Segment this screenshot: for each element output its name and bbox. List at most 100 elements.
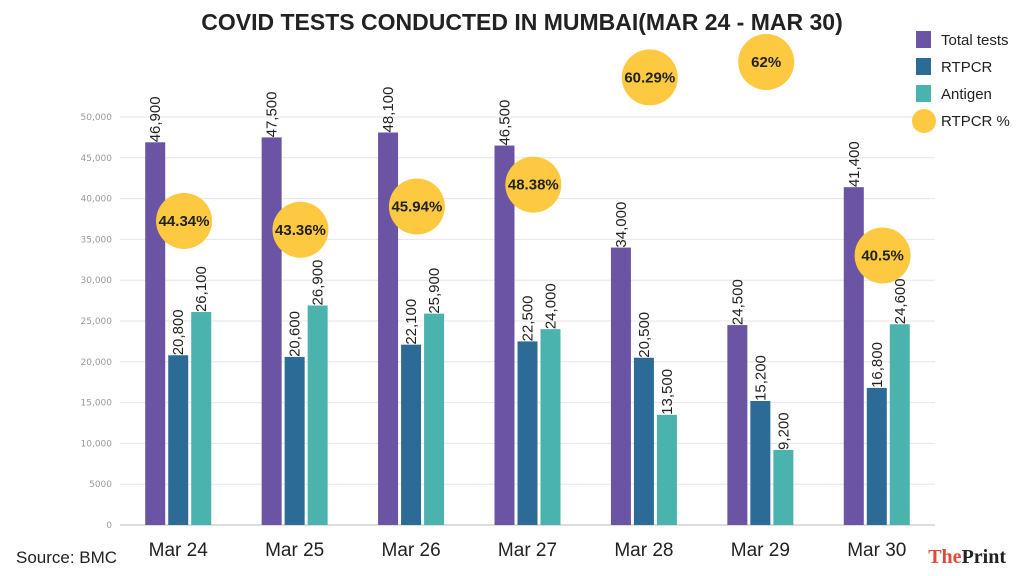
rtpcr-percent-bubble: 40.5% <box>854 227 911 284</box>
bar-rtpcr <box>284 356 305 525</box>
rtpcr-percent-circle <box>738 34 795 90</box>
rtpcr-percent-circle <box>156 192 213 249</box>
rtpcr-percent-label: 48.38% <box>508 177 559 194</box>
y-tick-label: 5000 <box>89 480 112 490</box>
x-tick-label: Mar 29 <box>731 540 790 561</box>
legend-swatch <box>916 31 931 48</box>
rtpcr-percent-label: 62% <box>751 54 781 71</box>
bar-antigen <box>889 324 910 525</box>
bar-rtpcr <box>866 387 887 525</box>
legend-item: RTPCR <box>916 58 993 76</box>
rtpcr-percent-circle <box>272 201 329 258</box>
rtpcr-percent-circle <box>621 49 678 106</box>
rtpcr-percent-bubble: 62% <box>738 34 795 90</box>
y-tick-label: 20,000 <box>81 358 113 368</box>
bar-antigen <box>191 312 212 525</box>
bar-total-tests <box>145 142 166 525</box>
value-label: 24,000 <box>543 283 560 329</box>
y-tick-label: 10,000 <box>81 439 113 449</box>
value-label: 22,100 <box>403 299 420 345</box>
bar-rtpcr <box>750 400 771 525</box>
rtpcr-percent-bubble: 44.34% <box>156 192 213 249</box>
value-label: 48,100 <box>380 87 397 133</box>
y-tick-label: 25,000 <box>81 317 113 327</box>
y-tick-label: 45,000 <box>81 154 113 164</box>
y-tick-label: 50,000 <box>81 113 113 123</box>
x-tick-label: Mar 30 <box>847 540 906 561</box>
brand-part-1: The <box>928 546 961 568</box>
bar-total-tests <box>610 247 631 525</box>
x-tick-label: Mar 28 <box>614 540 673 561</box>
rtpcr-percent-circle <box>854 227 911 284</box>
value-label: 47,500 <box>264 92 281 138</box>
bar-antigen <box>424 313 445 525</box>
rtpcr-percent-markers: 44.34% 43.36% 45.94% 48.38% 60.29% 62% 40.5% <box>156 34 911 284</box>
legend-label: Antigen <box>941 86 992 103</box>
rtpcr-percent-circle <box>388 178 445 235</box>
rtpcr-percent-label: 40.5% <box>861 248 904 265</box>
value-label: 9,200 <box>775 412 792 450</box>
chart-title: COVID TESTS CONDUCTED IN MUMBAI(MAR 24 -… <box>201 9 842 35</box>
value-label: 34,000 <box>613 202 630 248</box>
x-tick-label: Mar 26 <box>382 540 441 561</box>
legend-swatch <box>912 109 936 133</box>
brand-part-2: Print <box>962 546 1007 568</box>
x-tick-label: Mar 25 <box>265 540 324 561</box>
bar-antigen <box>773 449 794 525</box>
rtpcr-percent-label: 44.34% <box>159 213 210 230</box>
x-axis-labels: Mar 24 Mar 25 Mar 26 Mar 27 Mar 28 Mar 29 Mar … <box>149 540 907 561</box>
rtpcr-percent-bubble: 45.94% <box>388 178 445 235</box>
legend-label: RTPCR <box>941 59 993 76</box>
bar-antigen <box>307 305 328 525</box>
source-note: Source: BMC <box>16 548 117 567</box>
value-label: 26,900 <box>310 260 327 306</box>
bar-total-tests <box>378 132 399 525</box>
brand-logo: ThePrint <box>928 546 1006 568</box>
value-label: 25,900 <box>426 268 443 314</box>
value-label: 20,600 <box>287 311 304 357</box>
value-label: 24,600 <box>892 278 909 324</box>
bar-total-tests <box>261 137 282 525</box>
bar-total-tests <box>843 187 864 525</box>
rtpcr-percent-bubble: 60.29% <box>621 49 678 106</box>
legend-item: Antigen <box>916 85 992 103</box>
y-tick-label: 30,000 <box>81 276 113 286</box>
value-label: 16,800 <box>869 342 886 388</box>
y-tick-label: 0 <box>106 521 112 531</box>
y-tick-label: 15,000 <box>81 399 113 409</box>
legend-label: RTPCR % <box>941 113 1010 130</box>
value-label: 26,100 <box>193 266 210 312</box>
rtpcr-percent-label: 60.29% <box>624 69 675 86</box>
value-label: 15,200 <box>752 355 769 401</box>
legend-item: Total tests <box>916 31 1009 49</box>
bar-rtpcr <box>168 355 189 525</box>
legend-label: Total tests <box>941 32 1009 49</box>
legend-swatch <box>916 85 931 102</box>
value-label: 20,800 <box>170 309 187 355</box>
y-tick-label: 40,000 <box>81 195 113 205</box>
x-tick-label: Mar 24 <box>149 540 209 561</box>
legend-swatch <box>916 58 931 75</box>
value-labels: 46,900 20,800 26,100 47,500 20,600 26,900 48,1… <box>147 87 909 450</box>
bar-antigen <box>540 329 561 525</box>
bar-total-tests <box>727 325 748 525</box>
bar-rtpcr <box>401 344 422 525</box>
x-tick-label: Mar 27 <box>498 540 557 561</box>
bar-antigen <box>656 414 677 525</box>
value-label: 46,500 <box>497 100 514 146</box>
value-label: 20,500 <box>636 312 653 358</box>
rtpcr-percent-bubble: 43.36% <box>272 201 329 258</box>
rtpcr-percent-label: 43.36% <box>275 222 326 239</box>
y-tick-label: 35,000 <box>81 235 113 245</box>
rtpcr-percent-circle <box>505 156 562 213</box>
y-axis-ticks: 0 5000 10,000 15,000 20,000 25,000 30,000 35,00… <box>81 113 113 531</box>
value-label: 24,500 <box>729 279 746 325</box>
bar-total-tests <box>494 145 515 525</box>
rtpcr-percent-label: 45.94% <box>391 199 442 216</box>
value-label: 41,400 <box>846 141 863 187</box>
value-label: 13,500 <box>659 369 676 415</box>
legend: Total tests RTPCR Antigen RTPCR % <box>912 31 1010 133</box>
bars <box>145 132 910 525</box>
legend-item: RTPCR % <box>912 109 1010 133</box>
